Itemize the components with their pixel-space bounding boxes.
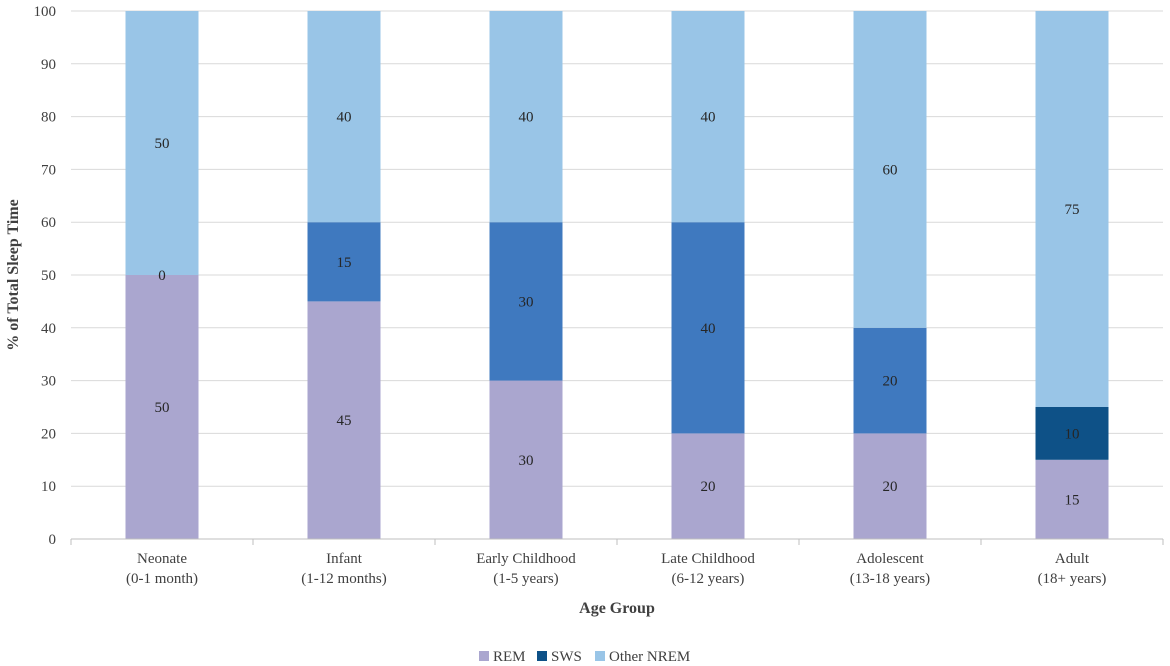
data-label-sws: 15: [337, 255, 352, 271]
bar-sws: [489, 222, 563, 381]
data-label-other-nrem: 40: [519, 110, 534, 126]
bar-other-nrem: [853, 11, 927, 328]
legend: REM SWS Other NREM: [479, 649, 690, 665]
y-tick-label: 40: [41, 321, 56, 337]
data-label-rem: 30: [519, 453, 534, 469]
x-tick-label: Adult: [1055, 551, 1090, 567]
y-axis-title: % of Total Sleep Time: [5, 199, 22, 350]
data-label-sws: 10: [1065, 426, 1080, 442]
y-tick-labels: 0 10 20 30 40 50 60 70 80 90 100: [34, 4, 57, 548]
data-label-other-nrem: 75: [1065, 202, 1080, 218]
x-tick-label: (1-5 years): [493, 571, 558, 587]
y-tick-label: 30: [41, 374, 56, 390]
x-tick-label: Adolescent: [856, 551, 924, 567]
x-tick-label: (6-12 years): [672, 571, 745, 587]
y-tick-label: 20: [41, 426, 56, 442]
x-axis-title: Age Group: [579, 600, 655, 617]
x-tick-label: Neonate: [137, 551, 187, 567]
x-tick-label: Early Childhood: [476, 551, 576, 567]
bar-other-nrem: [307, 11, 381, 223]
bar-other-nrem: [1035, 11, 1109, 407]
x-category-labels: Neonate (0-1 month) Infant (1-12 months) Ear…: [126, 551, 1106, 587]
bar-rem: [307, 301, 381, 539]
x-tick-label: (0-1 month): [126, 571, 198, 587]
y-tick-label: 70: [41, 162, 56, 178]
bar-sws: [671, 222, 745, 434]
x-tick-label: Infant: [326, 551, 363, 567]
data-label-other-nrem: 60: [883, 162, 898, 178]
x-tick-label: (1-12 months): [301, 571, 386, 587]
data-label-rem: 20: [883, 479, 898, 495]
y-tick-label: 90: [41, 57, 56, 73]
legend-swatch-other-nrem: [595, 651, 605, 661]
bar-sws: [1035, 407, 1109, 460]
data-label-rem: 20: [701, 479, 716, 495]
y-tick-label: 0: [49, 532, 57, 548]
data-label-rem: 50: [155, 400, 170, 416]
y-tick-label: 60: [41, 215, 56, 231]
bars: 50 0 50 45 15 40 30 30 40 20 40 40 20 20 60 15 10 75: [125, 11, 1109, 539]
bar-rem: [671, 433, 745, 539]
y-tick-label: 50: [41, 268, 56, 284]
bar-rem: [125, 275, 199, 539]
data-label-sws: 20: [883, 374, 898, 390]
y-tick-label: 80: [41, 110, 56, 126]
legend-label-rem: REM: [493, 649, 526, 665]
legend-swatch-sws: [537, 651, 547, 661]
legend-label-sws: SWS: [551, 649, 582, 665]
data-label-sws: 30: [519, 294, 534, 310]
bar-sws: [853, 327, 927, 434]
legend-swatch-rem: [479, 651, 489, 661]
bar-rem: [853, 433, 927, 539]
data-label-other-nrem: 40: [337, 110, 352, 126]
bar-other-nrem: [125, 11, 199, 275]
x-tick-label: (18+ years): [1038, 571, 1107, 587]
x-tick-label: Late Childhood: [661, 551, 755, 567]
bar-other-nrem: [489, 11, 563, 223]
bar-rem: [1035, 459, 1109, 539]
data-label-rem: 45: [337, 413, 352, 429]
data-label-other-nrem: 50: [155, 136, 170, 152]
bar-rem: [489, 380, 563, 539]
y-tick-label: 100: [34, 4, 57, 20]
data-label-other-nrem: 40: [701, 110, 716, 126]
data-label-sws: 40: [701, 321, 716, 337]
bar-other-nrem: [671, 11, 745, 223]
gridlines: [71, 10, 1163, 487]
bar-sws: [307, 222, 381, 302]
x-tick-label: (13-18 years): [850, 571, 930, 587]
legend-label-other-nrem: Other NREM: [609, 649, 690, 665]
axes: [70, 538, 1164, 545]
y-tick-label: 10: [41, 479, 56, 495]
data-label-sws: 0: [158, 268, 166, 284]
data-label-rem: 15: [1065, 492, 1080, 508]
